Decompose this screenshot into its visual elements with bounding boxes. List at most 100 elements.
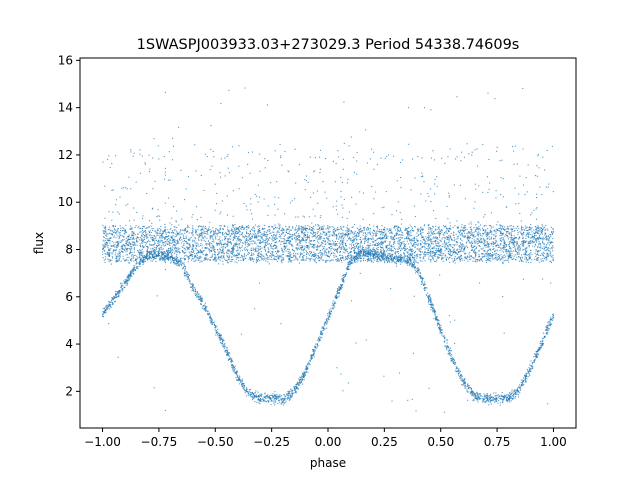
data-point: [408, 260, 410, 262]
data-point: [425, 200, 427, 202]
data-point: [221, 251, 223, 254]
data-point: [335, 259, 337, 261]
data-point: [342, 281, 344, 283]
data-point: [538, 229, 540, 231]
data-point: [233, 370, 235, 372]
data-point: [530, 237, 532, 239]
data-point: [211, 230, 213, 232]
data-point: [402, 247, 405, 249]
data-point: [277, 230, 279, 232]
data-point: [515, 237, 517, 239]
data-point: [525, 261, 527, 263]
data-point: [102, 311, 104, 313]
data-point: [115, 246, 117, 248]
data-point: [349, 268, 351, 270]
data-point: [342, 245, 345, 247]
data-point: [450, 244, 452, 246]
data-point: [189, 245, 192, 247]
data-point: [542, 260, 544, 262]
data-point: [281, 395, 283, 397]
data-point: [515, 227, 517, 229]
data-point: [513, 255, 515, 257]
data-point: [258, 239, 260, 241]
data-point: [541, 343, 543, 346]
data-point: [246, 395, 248, 397]
data-point: [127, 281, 129, 283]
data-point: [307, 245, 309, 247]
data-point: [189, 239, 191, 241]
data-point: [407, 257, 409, 259]
data-point: [114, 254, 116, 256]
data-point: [387, 247, 389, 250]
data-point: [388, 255, 390, 257]
data-point: [209, 258, 211, 261]
data-point: [533, 234, 536, 236]
data-point: [502, 402, 504, 404]
data-point: [254, 236, 256, 238]
data-point: [469, 258, 471, 260]
data-point: [496, 400, 498, 402]
data-point: [282, 404, 284, 406]
data-point: [300, 380, 303, 382]
data-point: [334, 233, 336, 235]
data-point: [303, 371, 305, 373]
data-point: [539, 242, 541, 245]
data-point: [260, 394, 262, 397]
data-point: [181, 264, 183, 266]
data-point: [546, 333, 548, 336]
data-point: [276, 231, 278, 233]
data-point: [250, 396, 253, 398]
data-point: [110, 306, 112, 308]
data-point: [177, 260, 179, 263]
data-point: [288, 236, 290, 238]
data-point: [219, 249, 221, 251]
data-point: [539, 349, 541, 351]
data-point: [250, 252, 253, 254]
data-point: [246, 226, 248, 228]
data-point: [159, 215, 161, 217]
data-point: [194, 293, 196, 295]
data-point: [236, 231, 238, 233]
data-point: [510, 238, 512, 240]
data-point: [434, 309, 436, 311]
data-point: [252, 258, 254, 260]
data-point: [329, 240, 331, 242]
data-point: [473, 245, 475, 247]
data-point: [435, 253, 437, 255]
data-point: [502, 261, 504, 263]
data-point: [381, 232, 383, 234]
data-point: [430, 255, 432, 257]
data-point: [480, 224, 482, 226]
data-point: [446, 229, 448, 231]
data-point: [246, 248, 248, 250]
data-point: [115, 260, 117, 262]
data-point: [429, 254, 431, 256]
data-point: [297, 248, 299, 250]
data-point: [400, 244, 402, 246]
data-point: [528, 246, 530, 248]
data-point: [148, 220, 151, 222]
data-point: [259, 230, 261, 232]
data-point: [197, 257, 199, 259]
data-point: [482, 253, 484, 255]
data-point: [234, 231, 236, 234]
data-point: [501, 233, 503, 235]
data-point: [551, 233, 553, 235]
data-point: [149, 257, 151, 259]
data-point: [516, 389, 518, 391]
data-point: [275, 235, 277, 237]
data-point: [160, 239, 162, 241]
data-point: [385, 245, 387, 247]
data-point: [333, 229, 335, 231]
data-point: [343, 198, 345, 200]
data-point: [432, 232, 434, 234]
data-point: [434, 252, 436, 254]
data-point: [545, 326, 547, 328]
data-point: [308, 229, 310, 231]
data-point: [297, 230, 299, 232]
data-point: [151, 222, 153, 224]
data-point: [356, 253, 358, 255]
data-point: [112, 303, 114, 305]
data-point: [471, 248, 473, 250]
data-point: [157, 244, 160, 246]
